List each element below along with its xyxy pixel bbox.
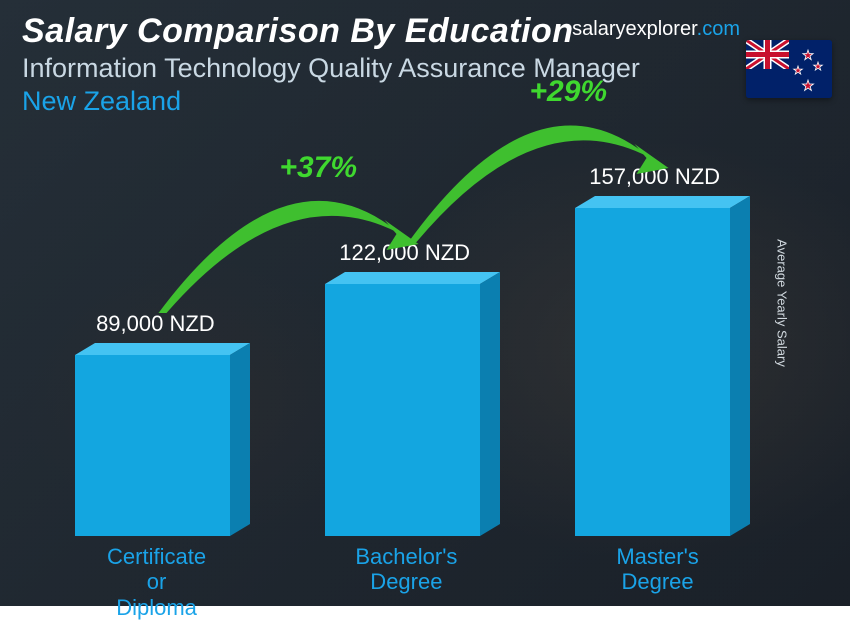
increase-arrow: +29%	[0, 150, 850, 606]
brand-logo: salaryexplorer.com	[572, 18, 740, 41]
brand-name: salaryexplorer	[572, 18, 697, 40]
brand-suffix: .com	[697, 18, 740, 40]
nz-flag-icon	[746, 40, 832, 98]
page-subtitle: Information Technology Quality Assurance…	[22, 53, 828, 84]
increase-pct-label: +29%	[530, 75, 608, 109]
bar-chart: 89,000 NZDCertificate or Diploma122,000 …	[0, 150, 818, 606]
country-label: New Zealand	[22, 86, 828, 117]
chart-container: Salary Comparison By Education Informati…	[0, 0, 850, 606]
